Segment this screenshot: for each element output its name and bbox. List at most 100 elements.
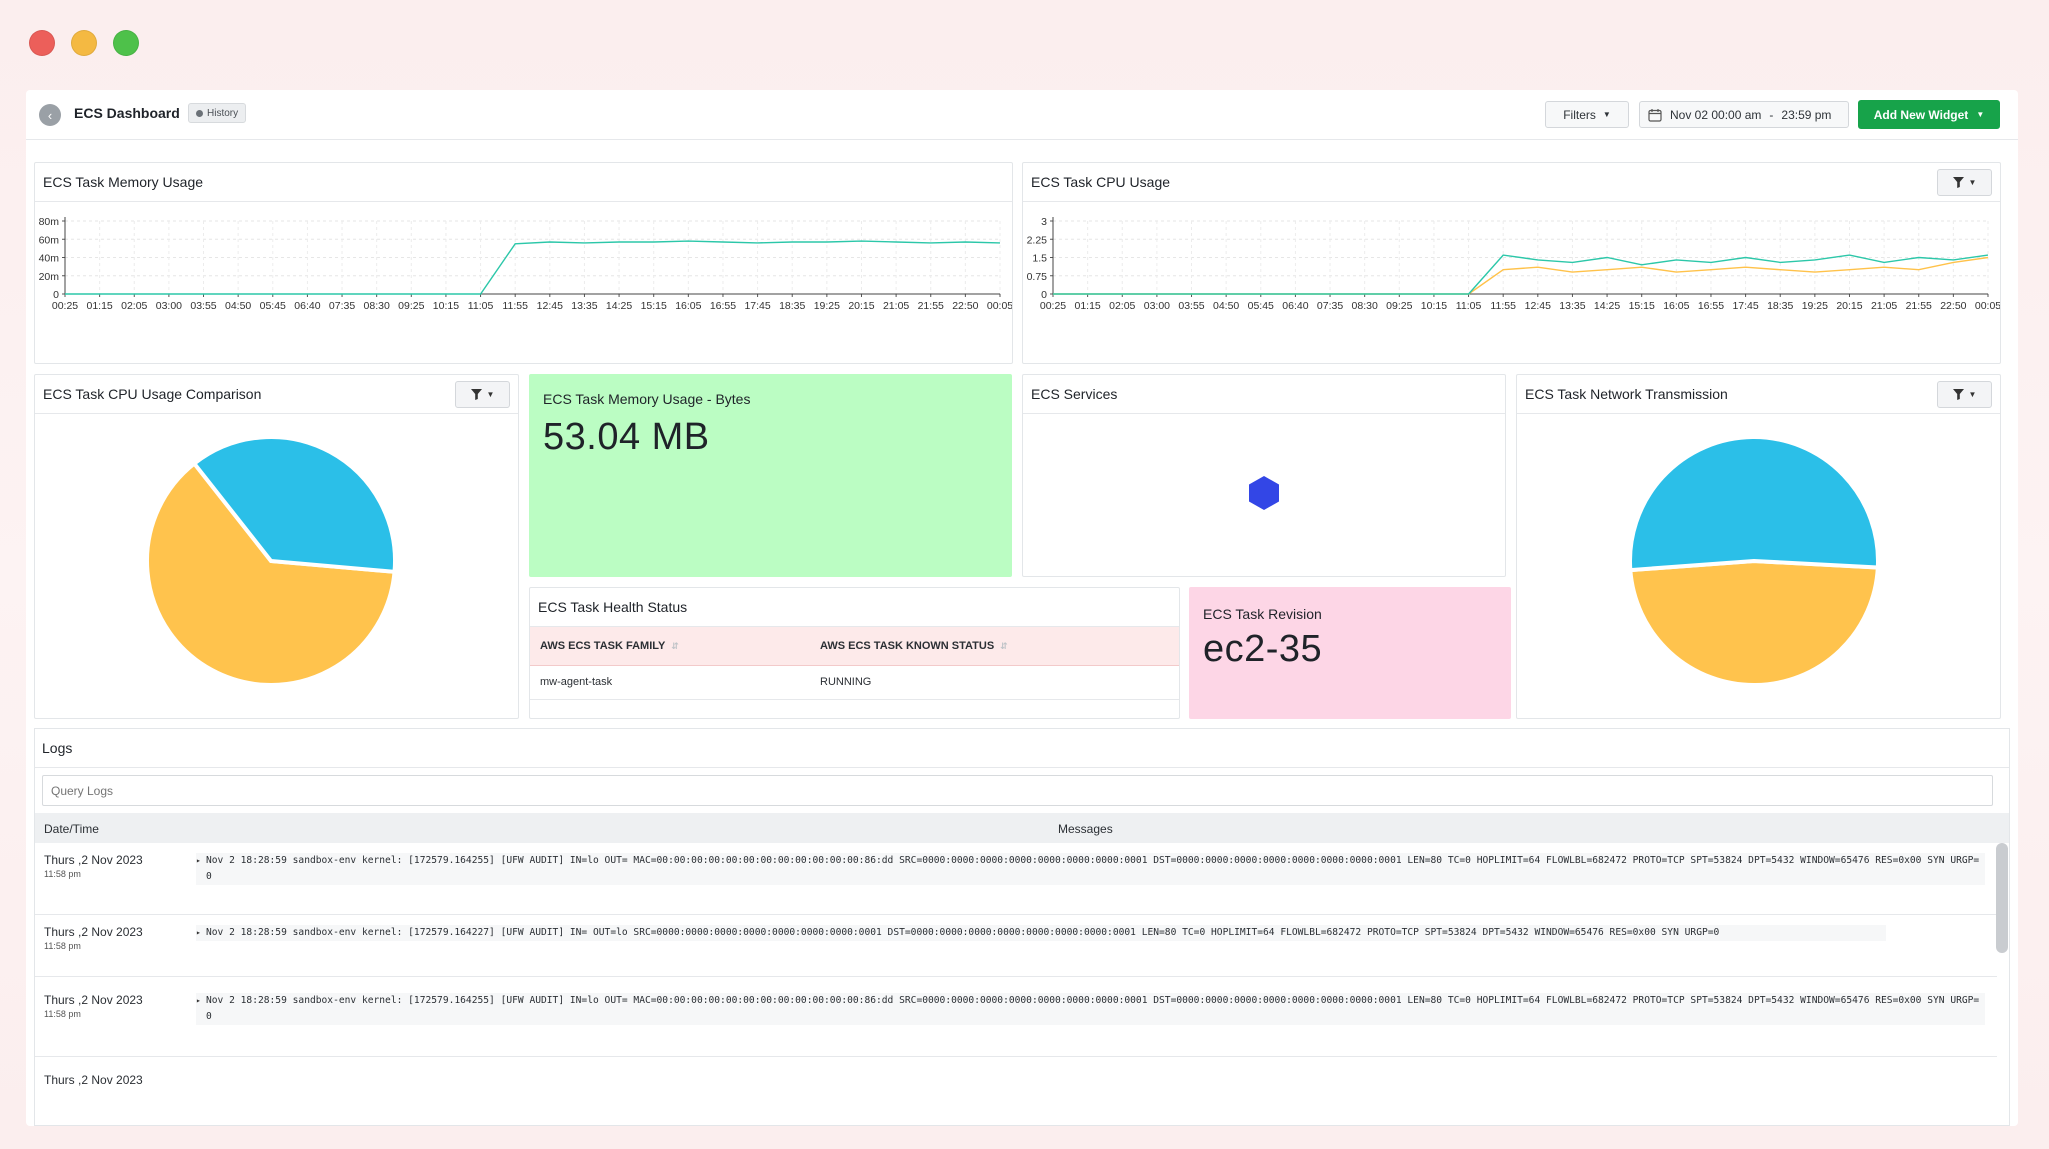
add-new-widget-button[interactable]: Add New Widget ▼ (1858, 100, 2000, 129)
log-row[interactable]: Thurs ,2 Nov 2023 11:58 pm Nov 2 18:28:5… (35, 977, 1997, 1057)
caret-down-icon: ▼ (1968, 178, 1977, 187)
cpu-chart-x-tick-label: 03:55 (1178, 300, 1204, 312)
memory-bytes-title: ECS Task Memory Usage - Bytes (543, 391, 751, 407)
memory-chart-x-tick-label: 20:15 (848, 300, 874, 312)
cpu-chart-x-tick-label: 08:30 (1352, 300, 1378, 312)
cpu-chart-x-tick-label: 05:45 (1248, 300, 1274, 312)
filters-button[interactable]: Filters ▼ (1545, 101, 1629, 128)
cpu-chart-series-line[interactable] (1053, 254, 1989, 295)
memory-chart-y-tick-label: 60m (39, 234, 60, 246)
cpu-comparison-filter-button[interactable]: ▼ (455, 381, 510, 408)
memory-chart-x-tick-label: 19:25 (814, 300, 840, 312)
dashboard-window: ‹ ECS Dashboard History Filters ▼ Nov 02… (26, 90, 2018, 1126)
cpu-chart-x-tick-label: 22:50 (1940, 300, 1966, 312)
zoom-window-button[interactable] (113, 30, 139, 56)
cpu-chart-y-tick-label: 1.5 (1032, 253, 1047, 265)
memory-chart-x-tick-label: 22:50 (952, 300, 978, 312)
network-transmission-widget: ECS Task Network Transmission ▼ (1516, 374, 2001, 719)
sort-icon: ⇵ (671, 640, 679, 651)
ecs-services-widget: ECS Services (1022, 374, 1506, 577)
log-time: 11:58 pm (44, 869, 81, 879)
log-message[interactable]: Nov 2 18:28:59 sandbox-env kernel: [1725… (196, 925, 1886, 941)
filter-icon (1952, 177, 1964, 188)
cpu-chart-x-tick-label: 14:25 (1594, 300, 1620, 312)
history-label: History (207, 107, 239, 119)
column-header-messages: Messages (1058, 822, 1113, 836)
health-status-widget: ECS Task Health Status AWS ECS TASK FAMI… (529, 587, 1180, 719)
log-date: Thurs ,2 Nov 2023 (44, 925, 143, 939)
network-pie-slice[interactable] (1628, 435, 1880, 573)
memory-chart-x-tick-label: 09:25 (398, 300, 424, 312)
cpu-chart-x-tick-label: 16:05 (1663, 300, 1689, 312)
back-button[interactable]: ‹ (39, 104, 61, 126)
memory-chart-y-tick-label: 80m (39, 216, 60, 228)
network-transmission-header: ECS Task Network Transmission ▼ (1517, 375, 2000, 414)
hexagon-icon[interactable] (1247, 475, 1281, 511)
cpu-comparison-header: ECS Task CPU Usage Comparison ▼ (35, 375, 518, 414)
cpu-chart-x-tick-label: 03:00 (1144, 300, 1170, 312)
memory-chart-x-tick-label: 16:55 (710, 300, 736, 312)
memory-chart-x-tick-label: 04:50 (225, 300, 251, 312)
cpu-chart-x-tick-label: 19:25 (1802, 300, 1828, 312)
cpu-usage-chart: 0 0.75 1.5 2.25 3 00:25 01:15 02:05 03:00 03:55 04… (1027, 216, 2000, 312)
memory-bytes-widget: ECS Task Memory Usage - Bytes 53.04 MB (529, 374, 1012, 577)
log-row[interactable]: Thurs ,2 Nov 2023 11:58 pm Nov 2 18:28:5… (35, 843, 1997, 915)
memory-usage-chart: 0 20m 40m 60m 80m 00:25 01:15 02:05 03:00 03:55 04… (39, 216, 1012, 312)
cpu-comparison-pie (145, 435, 397, 687)
history-dot-icon (196, 109, 203, 117)
memory-chart-y-tick-label: 40m (39, 253, 60, 265)
date-range-picker[interactable]: Nov 02 00:00 am - 23:59 pm (1639, 101, 1849, 128)
cpu-comparison-pie-slice[interactable] (145, 460, 397, 687)
cpu-chart-x-tick-label: 17:45 (1732, 300, 1758, 312)
logs-column-headers: Date/Time Messages (35, 813, 2009, 843)
query-logs-input[interactable] (42, 775, 1993, 806)
task-status-cell: RUNNING (810, 665, 1179, 700)
memory-chart-x-tick-label: 15:15 (641, 300, 667, 312)
health-status-title: ECS Task Health Status (530, 588, 1179, 627)
cpu-comparison-pie-slice[interactable] (191, 435, 397, 574)
log-message[interactable]: Nov 2 18:28:59 sandbox-env kernel: [1725… (196, 853, 1985, 885)
memory-chart-y-tick-label: 20m (39, 271, 60, 283)
filter-icon (1952, 389, 1964, 400)
memory-chart-x-tick-label: 05:45 (260, 300, 286, 312)
memory-chart-x-tick-label: 00:25 (52, 300, 78, 312)
cpu-chart-x-tick-label: 11:55 (1490, 300, 1516, 312)
logs-title: Logs (35, 729, 2009, 768)
minimize-window-button[interactable] (71, 30, 97, 56)
memory-chart-x-tick-label: 01:15 (86, 300, 112, 312)
memory-chart-x-tick-label: 11:05 (468, 300, 494, 312)
history-badge[interactable]: History (188, 103, 247, 123)
logs-scrollbar[interactable] (1996, 843, 2008, 953)
memory-chart-series-line[interactable] (65, 240, 1001, 295)
filters-label: Filters (1563, 107, 1596, 122)
caret-down-icon: ▼ (1968, 390, 1977, 399)
date-range-separator: - (1769, 107, 1774, 122)
cpu-chart-x-tick-label: 11:05 (1456, 300, 1482, 312)
task-revision-widget: ECS Task Revision ec2-35 (1189, 587, 1511, 719)
memory-chart-x-tick-label: 10:15 (433, 300, 459, 312)
task-revision-title: ECS Task Revision (1203, 606, 1322, 622)
memory-chart-x-tick-label: 17:45 (744, 300, 770, 312)
memory-chart-x-tick-label: 21:05 (883, 300, 909, 312)
log-row[interactable]: Thurs ,2 Nov 2023 11:58 pm Nov 2 18:28:5… (35, 915, 1997, 977)
cpu-chart-y-tick-label: 0 (1041, 289, 1047, 301)
close-window-button[interactable] (29, 30, 55, 56)
cpu-chart-y-tick-label: 0.75 (1027, 271, 1048, 283)
memory-chart-x-tick-label: 03:00 (156, 300, 182, 312)
column-header-task-family[interactable]: AWS ECS TASK FAMILY ⇵ (530, 627, 810, 666)
cpu-chart-x-tick-label: 09:25 (1386, 300, 1412, 312)
network-pie-slice[interactable] (1628, 558, 1880, 687)
cpu-chart-x-tick-label: 16:55 (1698, 300, 1724, 312)
window-controls (29, 30, 139, 56)
cpu-chart-x-tick-label: 21:55 (1906, 300, 1932, 312)
dashboard-header: ‹ ECS Dashboard History Filters ▼ Nov 02… (26, 90, 2018, 140)
log-date: Thurs ,2 Nov 2023 (44, 853, 143, 867)
cpu-chart-x-tick-label: 12:45 (1525, 300, 1551, 312)
log-message[interactable]: Nov 2 18:28:59 sandbox-env kernel: [1725… (196, 993, 1985, 1025)
column-header-known-status[interactable]: AWS ECS TASK KNOWN STATUS ⇵ (810, 627, 1179, 666)
network-filter-button[interactable]: ▼ (1937, 381, 1992, 408)
cpu-usage-header: ECS Task CPU Usage ▼ (1023, 163, 2000, 202)
log-row[interactable]: Thurs ,2 Nov 2023 (35, 1057, 1997, 1125)
caret-down-icon: ▼ (1602, 110, 1611, 119)
cpu-usage-filter-button[interactable]: ▼ (1937, 169, 1992, 196)
